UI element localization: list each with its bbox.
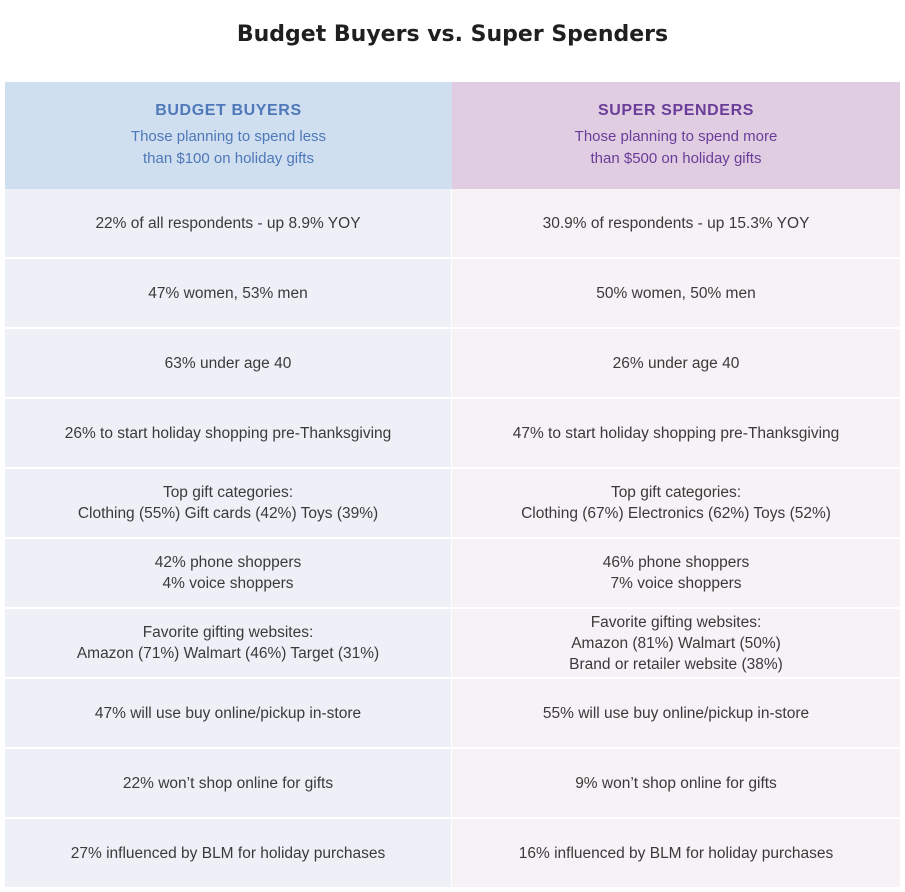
budget-buyers-cell: 26% to start holiday shopping pre-Thanks… [5,399,452,469]
cell-text-line: 16% influenced by BLM for holiday purcha… [518,844,834,862]
cell-text-line: Clothing (67%) Electronics (62%) Toys (5… [521,505,831,522]
cell-text-line: 42% phone shoppers [154,554,302,571]
super-spenders-cell: 47% to start holiday shopping pre-Thanks… [452,399,900,469]
cell-text-line: 4% voice shoppers [162,575,294,592]
budget-buyers-cell: 47% women, 53% men [5,259,452,329]
budget-buyers-cell: 42% phone shoppers 4% voice shoppers [5,539,452,609]
super-spenders-cell: 55% will use buy online/pickup in-store [452,679,900,749]
super-spenders-title: SUPER SPENDERS [598,101,754,119]
cell-text-line: 26% under age 40 [612,354,740,372]
budget-buyers-desc-line: Those planning to spend less [130,127,327,145]
super-spenders-cell: 26% under age 40 [452,329,900,399]
cell-text-line: 50% women, 50% men [596,284,756,302]
budget-buyers-cell: 63% under age 40 [5,329,452,399]
cell-text-line: 7% voice shoppers [610,575,742,592]
cell-text-line: 46% phone shoppers [602,554,750,571]
budget-buyers-title: BUDGET BUYERS [155,101,302,119]
cell-text-line: Top gift categories: [610,484,742,501]
budget-buyers-desc-line: than $100 on holiday gifts [143,149,314,167]
cell-text-line: 22% of all respondents - up 8.9% YOY [95,214,361,232]
cell-text-line: Top gift categories: [162,484,294,501]
budget-buyers-cell: Top gift categories: Clothing (55%) Gift … [5,469,452,539]
cell-text-line: Amazon (71%) Walmart (46%) Target (31%) [76,645,380,662]
super-spenders-cell: 50% women, 50% men [452,259,900,329]
super-spenders-desc-line: than $500 on holiday gifts [590,149,762,167]
super-spenders-description: Those planning to spend more than $500 o… [575,126,778,170]
budget-buyers-cell: 47% will use buy online/pickup in-store [5,679,452,749]
page-title: Budget Buyers vs. Super Spenders [236,22,669,47]
cell-text-line: 22% won’t shop online for gifts [122,774,334,792]
cell-text-line: Amazon (81%) Walmart (50%) [571,634,781,652]
cell-text-line: 27% influenced by BLM for holiday purcha… [70,844,386,862]
budget-buyers-cell: 22% of all respondents - up 8.9% YOY [5,189,452,259]
cell-text-line: 47% will use buy online/pickup in-store [94,704,362,722]
comparison-table: BUDGET BUYERS Those planning to spend le… [5,82,900,889]
super-spenders-cell: Favorite gifting websites: Amazon (81%) W… [452,609,900,679]
cell-text-line: Clothing (55%) Gift cards (42%) Toys (39… [77,505,379,522]
cell-text-line: 55% will use buy online/pickup in-store [542,704,810,722]
cell-text-line: 30.9% of respondents - up 15.3% YOY [542,214,810,232]
cell-text-line: 9% won’t shop online for gifts [575,774,777,792]
super-spenders-cell: 9% won’t shop online for gifts [452,749,900,819]
super-spenders-cell: 16% influenced by BLM for holiday purcha… [452,819,900,889]
super-spenders-header: SUPER SPENDERS Those planning to spend m… [452,82,900,189]
budget-buyers-cell: Favorite gifting websites: Amazon (71%) W… [5,609,452,679]
budget-buyers-cell: 22% won’t shop online for gifts [5,749,452,819]
cell-text-line: Favorite gifting websites: [142,624,314,641]
cell-text-line: 63% under age 40 [164,354,292,372]
cell-text-line: 47% to start holiday shopping pre-Thanks… [512,424,840,442]
budget-buyers-header: BUDGET BUYERS Those planning to spend le… [5,82,452,189]
cell-text-line: Brand or retailer website (38%) [569,655,783,673]
budget-buyers-cell: 27% influenced by BLM for holiday purcha… [5,819,452,889]
budget-buyers-description: Those planning to spend less than $100 o… [131,126,326,170]
super-spenders-cell: 46% phone shoppers 7% voice shoppers [452,539,900,609]
super-spenders-desc-line: Those planning to spend more [574,127,778,145]
cell-text-line: 47% women, 53% men [148,284,308,302]
cell-text-line: Favorite gifting websites: [590,613,762,631]
super-spenders-cell: 30.9% of respondents - up 15.3% YOY [452,189,900,259]
super-spenders-cell: Top gift categories: Clothing (67%) Elect… [452,469,900,539]
cell-text-line: 26% to start holiday shopping pre-Thanks… [64,424,392,442]
